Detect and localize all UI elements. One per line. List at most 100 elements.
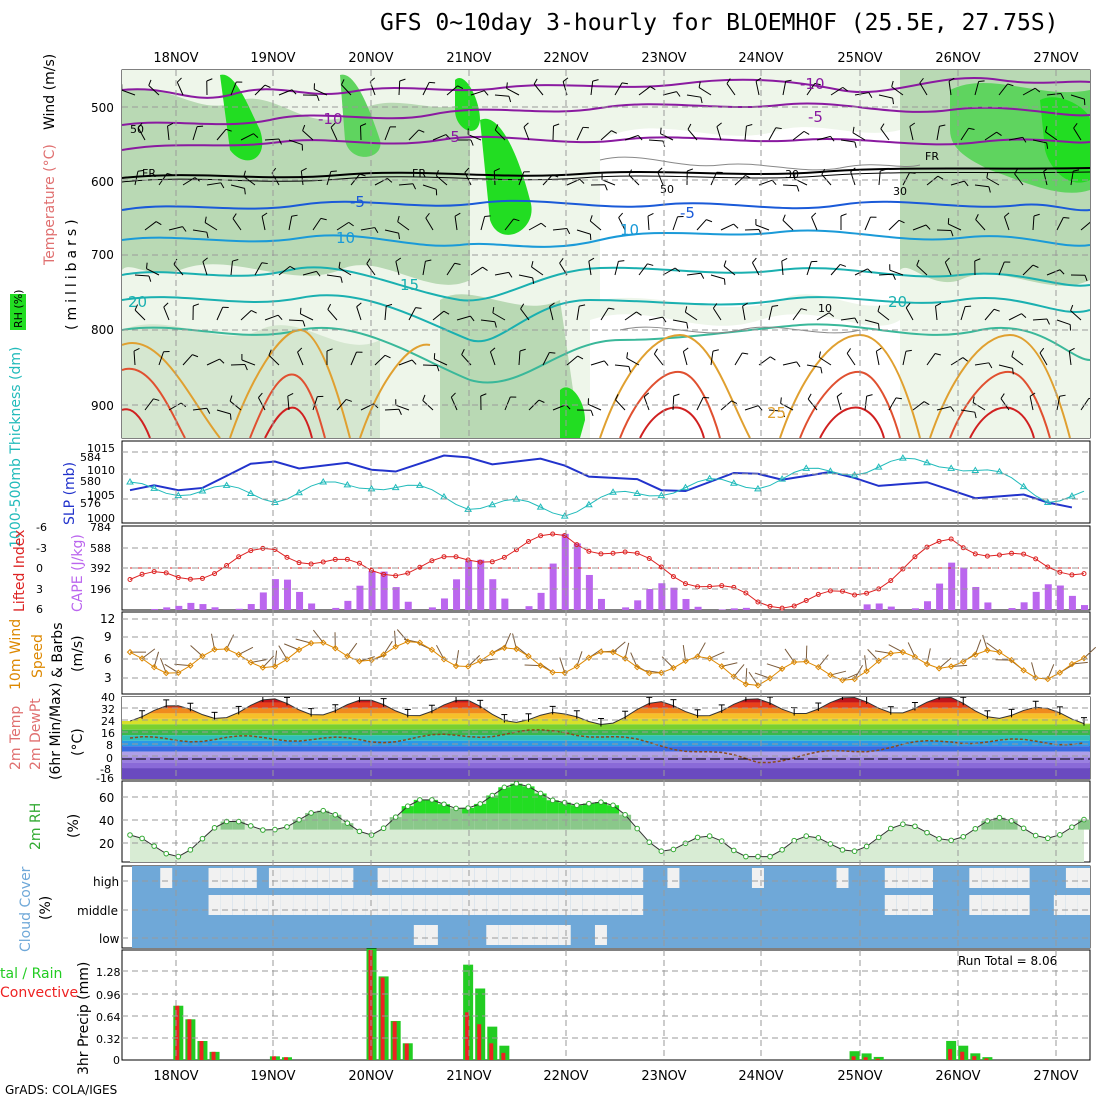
wind-speed-point	[573, 663, 581, 670]
rh-fill-high	[534, 793, 547, 814]
wind-barb-flag	[302, 124, 306, 131]
lifted-index-point	[743, 590, 749, 596]
wind-barb-flag	[944, 257, 950, 263]
wind-barb-flag	[549, 302, 555, 307]
wind-barb	[1070, 310, 1082, 321]
cloud-high-block	[594, 868, 607, 888]
wind-barb	[864, 216, 871, 231]
wind-barb-flag	[538, 399, 545, 403]
cloud-middle-block	[619, 895, 632, 915]
wind-barb-flag	[531, 261, 534, 268]
wind-barb-flag	[166, 173, 173, 176]
thickness-point	[826, 467, 835, 474]
wind-barb-flag	[923, 401, 930, 406]
wind-barb	[905, 307, 914, 321]
wind-barb-flag	[643, 392, 650, 398]
cape-bar	[1081, 605, 1088, 610]
temp-mask	[122, 697, 1090, 725]
wind-barb-flag	[301, 167, 307, 172]
wind-barb	[926, 175, 939, 186]
wind-barb	[638, 263, 648, 276]
wind-barb-flag	[796, 185, 800, 192]
wind-speed-point	[960, 658, 967, 665]
wind-barb-flag	[330, 170, 337, 173]
wind-barb	[974, 639, 982, 655]
temp-band	[122, 751, 1090, 758]
wind-barb	[1011, 356, 1024, 366]
wind-barb-flag	[590, 410, 594, 417]
wind-barb	[141, 648, 156, 659]
wind-barb	[216, 307, 224, 321]
wind-barb-flag	[253, 133, 259, 139]
wind-barb-flag	[1043, 167, 1049, 172]
wind-barb-flag	[425, 259, 432, 262]
date-label-bottom: 27NOV	[1033, 1069, 1078, 1084]
wind-barb-flag	[867, 268, 873, 274]
wind-barb	[696, 397, 704, 411]
lifted-index-point	[719, 583, 725, 589]
wind-speed-point	[1020, 667, 1027, 674]
wind-barb	[302, 270, 317, 276]
rh-point	[658, 848, 665, 854]
wind-barb	[948, 223, 962, 231]
tick-label: 800	[91, 323, 114, 337]
wind-speed-point	[501, 644, 508, 652]
wind-barb	[494, 94, 509, 97]
wind-barb	[660, 133, 674, 141]
wind-barb	[975, 219, 986, 231]
wind-barb	[1008, 136, 1023, 141]
contour-label: 10	[620, 221, 639, 239]
wind-barb-flag	[289, 265, 296, 270]
wind-barb-flag	[647, 263, 654, 266]
lifted-index-point	[369, 568, 375, 574]
wind-barb-flag	[579, 178, 585, 184]
wind-barb	[590, 360, 605, 366]
rh-point	[900, 821, 906, 828]
precip-convective-bar	[199, 1041, 204, 1060]
temp2m-ticks: 40 32 24 16 8 0 -8 -16	[96, 691, 115, 785]
wind-barb-flag	[562, 77, 569, 82]
wind-barb	[878, 171, 881, 186]
cloud-high-block	[305, 868, 318, 888]
wind-barb-flag	[1059, 394, 1066, 397]
wind-barb	[846, 353, 856, 366]
wind-barb-flag	[975, 214, 979, 220]
rh-point	[875, 834, 882, 841]
rh-fill-mid	[993, 817, 1006, 830]
wind-barb	[520, 308, 530, 321]
wind-barb	[926, 353, 936, 366]
wind-barb-flag	[676, 91, 681, 97]
wind-barb-flag	[974, 258, 981, 262]
tick-label: 0	[106, 752, 113, 765]
wind-speed-point	[1056, 669, 1064, 676]
wind-barb	[748, 671, 759, 686]
cloud-high-block	[836, 868, 849, 888]
cloud-middle-block	[413, 895, 426, 915]
precip-panel	[173, 948, 993, 1060]
rh-point	[827, 841, 834, 847]
cape-bar	[1056, 585, 1064, 610]
wind-barb-flag	[1011, 350, 1014, 357]
cloud-middle-block	[450, 895, 463, 915]
rh-point	[1044, 835, 1051, 842]
wind-speed-point	[126, 648, 134, 656]
rh-point	[549, 797, 556, 804]
rh-point	[815, 835, 822, 841]
temp-band	[122, 746, 1090, 752]
wind-barb-flag	[780, 397, 782, 404]
wind-barb	[542, 352, 550, 366]
wind-barb-flag	[1000, 393, 1005, 399]
wind-speed-point	[199, 652, 206, 660]
cape-bar	[477, 559, 485, 610]
thickness-point	[705, 474, 714, 482]
rh-point	[803, 833, 810, 839]
wind-barb	[576, 651, 583, 667]
wind-barb-flag	[320, 217, 327, 221]
rh-fill-high	[401, 806, 414, 814]
lifted-index-point	[344, 556, 350, 562]
cape-bar	[561, 533, 569, 610]
wind-barb-flag	[1088, 397, 1090, 400]
wind-barb	[566, 355, 579, 366]
cloud-high-block	[921, 868, 934, 888]
wind-barb-flag	[876, 347, 882, 352]
